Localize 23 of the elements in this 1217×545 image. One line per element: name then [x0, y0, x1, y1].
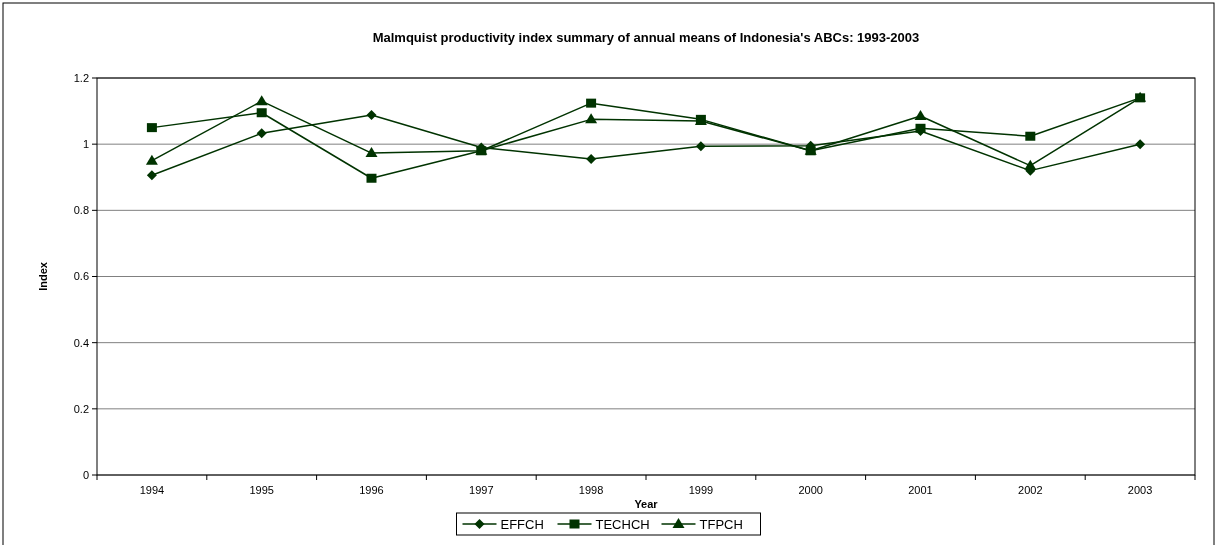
y-tick-label: 0: [82, 468, 89, 481]
x-tick-label: 1998: [578, 484, 604, 496]
x-tick-label: 1996: [359, 484, 384, 496]
y-axis-title: Index: [37, 261, 49, 291]
x-tick-label: 2001: [908, 484, 933, 496]
legend-label: EFFCH: [500, 516, 544, 532]
x-tick-label: 1999: [688, 484, 714, 496]
x-tick-label: 2002: [1018, 484, 1043, 496]
x-axis-title: Year: [634, 498, 659, 510]
y-tick-label: 0.6: [73, 270, 89, 283]
x-tick-label: 1994: [139, 484, 165, 496]
x-tick-label: 1997: [469, 484, 494, 496]
chart-title: Malmquist productivity index summary of annual means of Indonesia's ABCs: 1993-2003: [372, 30, 920, 45]
y-tick-label: 0.8: [73, 204, 89, 217]
legend-label: TFPCH: [699, 516, 743, 532]
legend-label: TECHCH: [595, 516, 650, 532]
y-tick-label: 1: [82, 138, 89, 151]
x-tick-label: 2003: [1127, 484, 1153, 496]
x-tick-label: 2000: [798, 484, 823, 496]
y-tick-label: 0.4: [73, 336, 89, 349]
x-tick-label: 1995: [249, 484, 274, 496]
y-tick-label: 0.2: [73, 402, 89, 415]
y-tick-label: 1.2: [73, 71, 89, 84]
